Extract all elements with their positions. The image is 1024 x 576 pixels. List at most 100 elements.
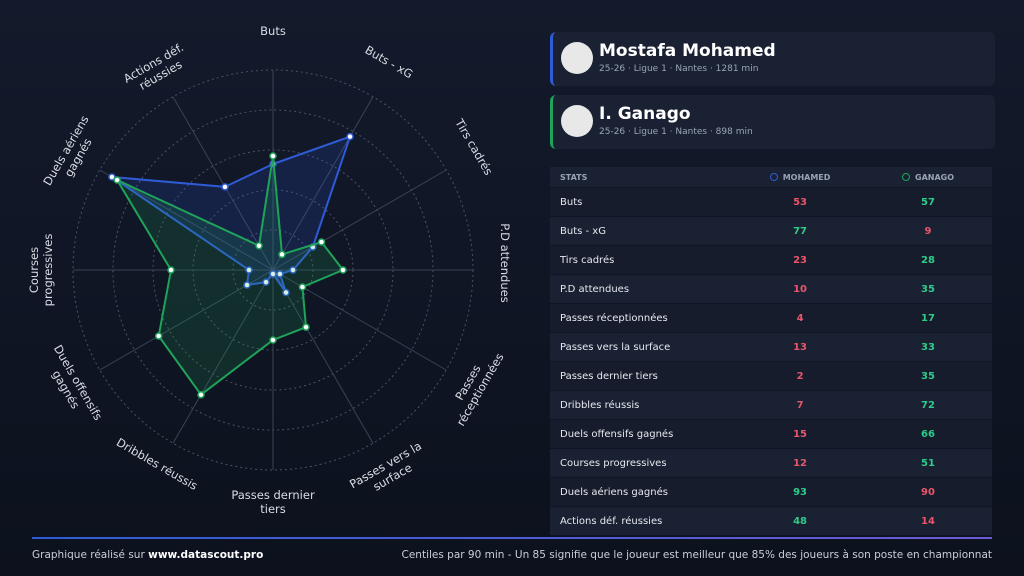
spoke [172, 96, 274, 271]
radar-point [269, 152, 277, 160]
table-row: Passes vers la surface 13 33 [550, 333, 992, 362]
table-row: Duels offensifs gagnés 15 66 [550, 420, 992, 449]
footer-prefix: Graphique réalisé sur [32, 549, 145, 561]
player-info: 25-26 · Ligue 1 · Nantes · 898 min [599, 127, 753, 137]
stat-value: 35 [921, 370, 935, 382]
spoke [272, 96, 374, 271]
radar-point [243, 281, 251, 289]
stat-value: 93 [793, 486, 807, 498]
stat-value: 4 [796, 312, 804, 324]
stat-value: 33 [921, 341, 935, 353]
table-row: Actions déf. réussies 48 14 [550, 507, 992, 536]
stat-value: 66 [921, 428, 935, 440]
stat-value: 17 [921, 312, 935, 324]
header-cell: MOHAMED [736, 172, 864, 182]
stat-value: 77 [793, 225, 807, 237]
table-row: P.D attendues 10 35 [550, 275, 992, 304]
stats-table: STATS MOHAMED GANAGO Buts 53 57 Buts - xG 77 9 T… [550, 167, 992, 536]
stat-name: Passes réceptionnées [560, 312, 668, 324]
stat-value: 14 [921, 515, 935, 527]
radar-point [278, 250, 286, 259]
player-name: I. Ganago [599, 104, 691, 124]
radar-point [154, 332, 163, 340]
radar-point [302, 323, 310, 331]
footer-credit: Graphique réalisé sur www.datascout.pro [32, 549, 263, 561]
spoke [99, 169, 274, 271]
stat-value: 13 [793, 341, 807, 353]
axis-label: Buts [260, 24, 286, 38]
stat-name: P.D attendues [560, 283, 630, 295]
radar-point [255, 242, 263, 250]
radar-point [289, 266, 297, 274]
player-card: Mostafa Mohamed 25-26 · Ligue 1 · Nantes … [550, 32, 995, 86]
radar-point [317, 238, 326, 246]
radar-point [269, 270, 277, 278]
radar-point [269, 336, 277, 344]
radar-point [339, 266, 347, 274]
avatar [561, 105, 593, 137]
player-card: I. Ganago 25-26 · Ligue 1 · Nantes · 898 … [550, 95, 995, 149]
stat-name: Courses progressives [560, 457, 667, 469]
table-row: Dribbles réussis 7 72 [550, 391, 992, 420]
stat-name: Duels offensifs gagnés [560, 428, 674, 440]
radar-point [276, 270, 284, 278]
axis-label: P.D attendues [498, 223, 512, 303]
avatar [561, 42, 593, 74]
stat-name: Buts [560, 196, 583, 208]
stat-value: 48 [793, 515, 807, 527]
stat-name: Passes dernier tiers [560, 370, 658, 382]
header-cell: STATS [560, 172, 588, 182]
stat-name: Buts - xG [560, 225, 606, 237]
stat-name: Passes vers la surface [560, 341, 671, 353]
radar-point [262, 278, 270, 286]
stat-value: 57 [921, 196, 935, 208]
spoke [272, 169, 447, 271]
stat-value: 10 [793, 283, 807, 295]
radar-point [346, 132, 354, 141]
radar-point [167, 266, 175, 274]
stat-value: 15 [793, 428, 807, 440]
table-header: STATS MOHAMED GANAGO [550, 167, 992, 188]
spoke [172, 269, 274, 444]
stat-value: 28 [921, 254, 935, 266]
table-row: Tirs cadrés 23 28 [550, 246, 992, 275]
radar-point [282, 288, 290, 297]
stat-value: 9 [924, 225, 932, 237]
radar-chart [72, 69, 474, 471]
stat-value: 90 [921, 486, 935, 498]
stat-name: Actions déf. réussies [560, 515, 663, 527]
stat-value: 7 [796, 399, 804, 411]
radar-point [245, 266, 253, 274]
table-row: Duels aériens gagnés 93 90 [550, 478, 992, 507]
legend-dot [902, 172, 910, 181]
divider [32, 537, 992, 539]
footer-site: www.datascout.pro [148, 549, 264, 561]
header-cell: GANAGO [864, 172, 992, 182]
footer-note: Centiles par 90 min - Un 85 signifie que… [401, 549, 993, 561]
legend-label: GANAGO [915, 172, 955, 182]
table-row: Passes réceptionnées 4 17 [550, 304, 992, 333]
stat-name: Duels aériens gagnés [560, 486, 668, 498]
spoke [272, 269, 374, 444]
stat-name: Tirs cadrés [560, 254, 615, 266]
axis-label: Passes dernier tiers [231, 488, 315, 516]
stat-value: 2 [796, 370, 804, 382]
stat-value: 53 [793, 196, 807, 208]
stat-value: 35 [921, 283, 935, 295]
table-row: Courses progressives 12 51 [550, 449, 992, 478]
series [113, 152, 347, 399]
stat-value: 72 [921, 399, 935, 411]
stat-value: 23 [793, 254, 807, 266]
stat-value: 12 [793, 457, 807, 469]
legend-label: MOHAMED [782, 172, 831, 182]
table-row: Buts - xG 77 9 [550, 217, 992, 246]
player-info: 25-26 · Ligue 1 · Nantes · 1281 min [599, 64, 759, 74]
player-name: Mostafa Mohamed [599, 41, 776, 61]
axis-label: Courses progressives [27, 233, 55, 307]
table-row: Passes dernier tiers 2 35 [550, 362, 992, 391]
radar-point [221, 183, 229, 191]
stat-value: 51 [921, 457, 935, 469]
legend-dot [769, 172, 778, 181]
radar-point [197, 390, 205, 399]
